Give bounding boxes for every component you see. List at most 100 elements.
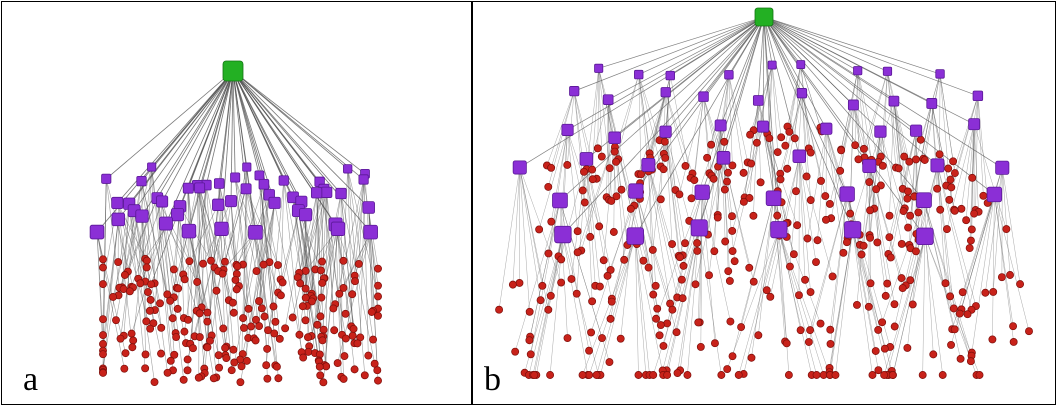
tree-edge xyxy=(638,74,661,167)
mid-node xyxy=(862,159,877,174)
tree-edge xyxy=(763,16,870,167)
tree-edge xyxy=(887,71,897,168)
tree-edge xyxy=(857,70,872,160)
leaf-node xyxy=(350,365,359,374)
leaf-node xyxy=(885,233,894,242)
leaf-node xyxy=(806,326,815,335)
tree-edge xyxy=(132,167,152,341)
mid-node xyxy=(844,221,862,239)
leaf-node xyxy=(637,170,646,179)
leaf-node xyxy=(194,373,203,382)
tree-edge xyxy=(763,16,1003,169)
tree-edge xyxy=(826,128,861,235)
leaf-node xyxy=(183,366,192,375)
leaf-node xyxy=(578,371,587,379)
leaf-node xyxy=(341,334,350,343)
mid-node xyxy=(660,87,671,98)
mid-node xyxy=(796,88,808,99)
leaf-node xyxy=(679,261,688,270)
tree-edge xyxy=(343,232,371,289)
leaf-node xyxy=(821,192,830,201)
leaf-node xyxy=(276,291,285,300)
leaf-node xyxy=(873,238,882,247)
mid-node xyxy=(694,184,710,200)
mid-node xyxy=(698,91,709,102)
tree-edge xyxy=(937,165,946,284)
leaf-node xyxy=(933,184,942,193)
leaf-node xyxy=(199,259,208,268)
leaf-node xyxy=(257,304,266,313)
leaf-node xyxy=(745,194,754,202)
tree-edge xyxy=(975,95,979,211)
tree-edge xyxy=(648,164,671,304)
tree-edge xyxy=(771,64,782,138)
leaf-node xyxy=(274,374,283,383)
tree-edge xyxy=(869,166,888,284)
mid-node xyxy=(874,125,887,138)
mid-node xyxy=(820,122,833,135)
tree-edge xyxy=(232,70,306,215)
tree-edge xyxy=(284,214,306,329)
leaf-node xyxy=(784,371,793,379)
leaf-node xyxy=(839,248,848,257)
leaf-node xyxy=(806,196,815,205)
leaf-node xyxy=(247,322,256,331)
tree-edge xyxy=(128,203,146,369)
leaf-node xyxy=(945,195,954,204)
leaf-node xyxy=(836,166,845,175)
leaf-node xyxy=(605,164,614,173)
leaf-node xyxy=(316,371,325,380)
tree-edge xyxy=(514,200,561,352)
leaf-node xyxy=(914,208,923,217)
tree-edge xyxy=(187,70,234,189)
tree-edge xyxy=(763,16,995,195)
tree-edge xyxy=(635,236,650,376)
leaf-node xyxy=(244,304,253,313)
tree-edge xyxy=(778,229,831,376)
root-node xyxy=(222,60,244,82)
mid-node xyxy=(634,69,644,80)
leaf-node xyxy=(795,291,803,300)
leaf-node xyxy=(955,309,964,318)
leaf-node xyxy=(1002,225,1011,234)
leaf-node xyxy=(659,341,668,350)
leaf-node xyxy=(546,371,555,379)
tree-edge xyxy=(161,70,234,202)
leaf-node xyxy=(906,211,915,220)
tree-edge xyxy=(762,126,787,238)
tree-edge xyxy=(757,16,765,101)
leaf-node xyxy=(586,232,595,241)
tree-edge xyxy=(576,158,587,294)
tree-edge xyxy=(778,229,817,376)
tree-edge xyxy=(269,202,275,263)
tree-edge xyxy=(559,200,568,339)
leaf-node xyxy=(802,172,811,181)
leaf-node xyxy=(728,161,737,170)
leaf-node xyxy=(655,331,664,340)
tree-edge xyxy=(133,70,234,211)
leaf-node xyxy=(853,300,861,309)
leaf-node xyxy=(546,291,555,300)
leaf-node xyxy=(315,362,324,371)
tree-edge xyxy=(1002,167,1011,276)
leaf-node xyxy=(255,322,264,331)
mid-node xyxy=(796,60,806,69)
mid-node xyxy=(194,182,206,194)
leaf-node xyxy=(746,130,755,139)
mid-node xyxy=(995,160,1010,175)
mid-node xyxy=(552,192,568,209)
tree-edge xyxy=(763,16,917,131)
tree-edge xyxy=(206,185,230,301)
tree-edge xyxy=(201,228,222,377)
tree-edge xyxy=(889,101,895,216)
leaf-node xyxy=(128,343,137,352)
nodes-layer xyxy=(495,7,1033,379)
mid-node xyxy=(916,192,932,208)
leaf-node xyxy=(793,221,802,230)
tree-edge xyxy=(881,200,925,323)
leaf-node xyxy=(222,354,231,362)
leaf-node xyxy=(585,346,594,355)
leaf-node xyxy=(975,371,984,379)
leaf-node xyxy=(947,183,956,192)
leaf-node xyxy=(195,309,204,318)
